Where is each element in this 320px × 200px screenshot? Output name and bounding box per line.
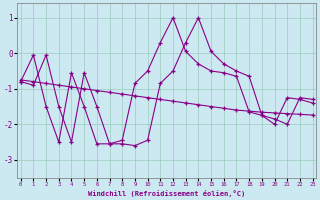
X-axis label: Windchill (Refroidissement éolien,°C): Windchill (Refroidissement éolien,°C) <box>88 190 245 197</box>
